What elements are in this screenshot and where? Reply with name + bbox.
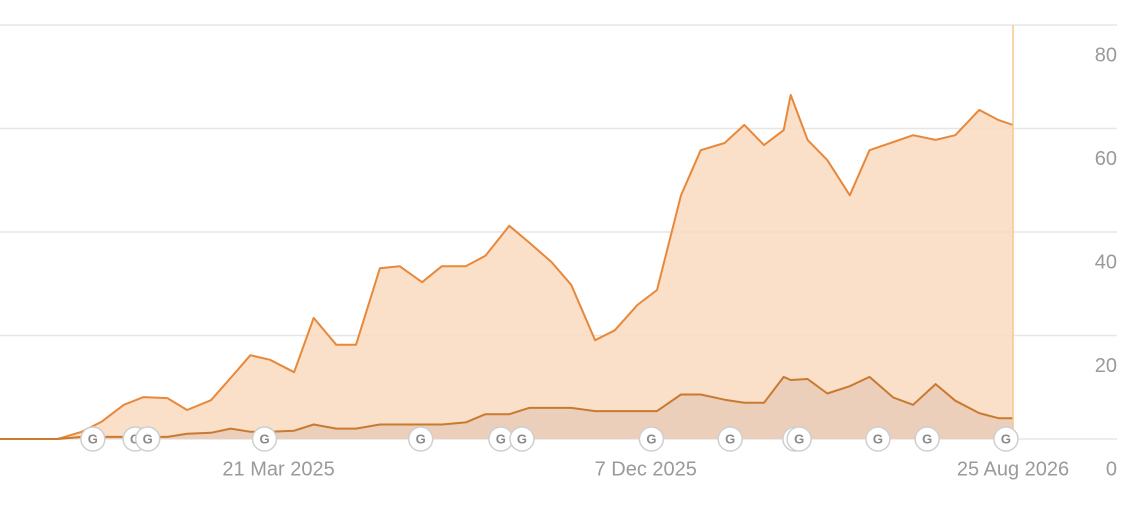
event-circle <box>993 426 1019 452</box>
event-circle <box>251 426 278 452</box>
event-circle <box>786 426 812 452</box>
event-marker: G <box>407 426 434 452</box>
event-circle <box>865 426 891 452</box>
event-label: G <box>259 431 269 446</box>
x-tick-label: 7 Dec 2025 <box>595 458 697 480</box>
event-marker: G <box>251 426 278 452</box>
area-line <box>0 375 1013 440</box>
event-circle <box>80 426 106 452</box>
event-label: G <box>88 431 98 446</box>
event-marker: G <box>717 426 743 452</box>
event-marker: G <box>134 426 161 452</box>
event-marker: G <box>993 426 1019 452</box>
event-circle <box>509 426 535 452</box>
event-marker: G <box>509 426 535 452</box>
event-marker: G <box>914 426 940 452</box>
area-fill <box>0 376 1013 439</box>
event-circle <box>407 426 434 452</box>
event-label: G <box>646 431 656 446</box>
event-label: G <box>517 431 527 446</box>
event-label: G <box>794 431 804 446</box>
y-tick-label: 20 <box>1095 355 1117 377</box>
area-fill <box>0 94 1013 440</box>
event-label: G <box>922 431 932 446</box>
event-circle <box>638 426 665 452</box>
y-tick-label: 0 <box>1106 458 1117 480</box>
event-marker: G <box>786 426 812 452</box>
event-circle <box>914 426 940 452</box>
event-label: G <box>416 431 426 446</box>
event-label: G <box>143 431 153 446</box>
event-marker: G <box>80 426 106 452</box>
event-label: G <box>496 431 506 446</box>
y-tick-label: 60 <box>1095 148 1117 170</box>
event-label: G <box>725 431 735 446</box>
event-marker: G <box>638 426 665 452</box>
x-tick-label: 21 Mar 2025 <box>222 458 334 480</box>
area-line <box>0 93 1014 440</box>
event-marker: G <box>865 426 891 452</box>
y-tick-label: 40 <box>1095 251 1117 273</box>
x-tick-label: 25 Aug 2026 <box>957 458 1069 480</box>
event-circle <box>134 426 161 452</box>
event-circle <box>717 426 743 452</box>
event-label: G <box>873 431 883 446</box>
y-tick-label: 80 <box>1095 44 1117 66</box>
event-label: G <box>1001 431 1011 446</box>
